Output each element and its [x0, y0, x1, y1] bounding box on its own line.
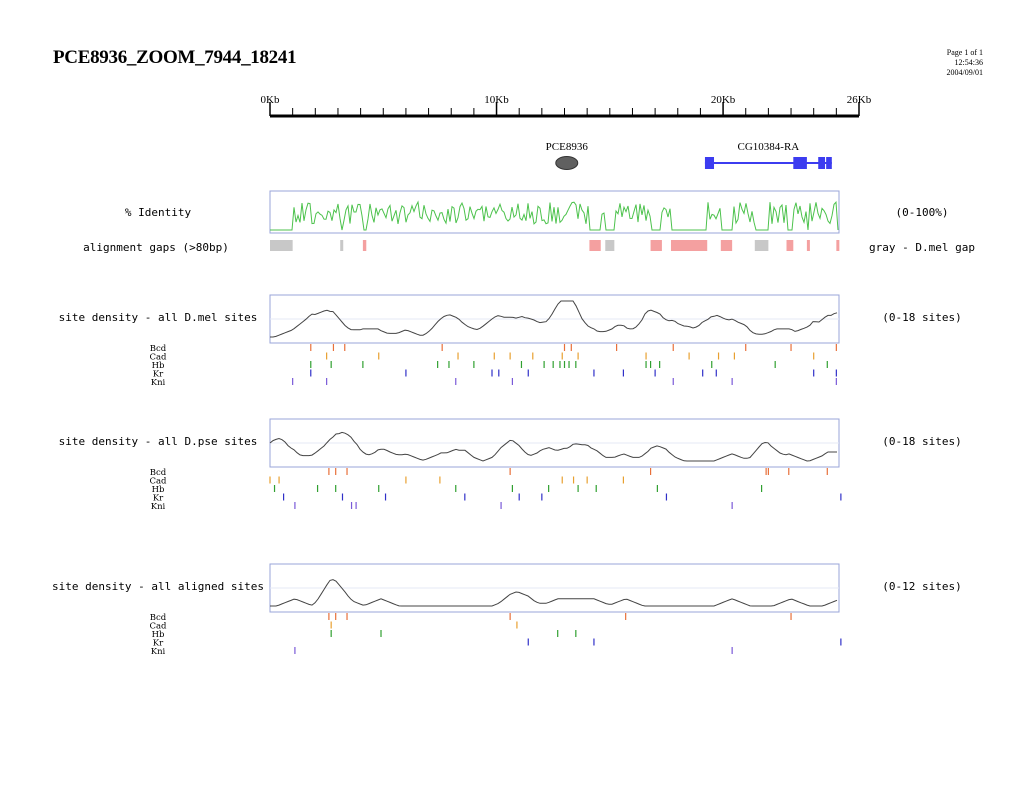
factor-label: Kr	[153, 370, 164, 380]
density-track: site density - all aligned sites (0-12 si…	[52, 563, 962, 657]
density-line	[269, 431, 837, 462]
gap-red	[589, 240, 601, 251]
gap-red	[836, 240, 840, 251]
pce-label: PCE8936	[546, 141, 589, 153]
scale-bar: 0Kb 10Kb 20Kb 26Kb	[261, 94, 872, 118]
gap-gray	[754, 240, 769, 251]
factor-label: Hb	[152, 361, 165, 371]
print-date: 2004/09/01	[946, 68, 983, 77]
factor-label: Kr	[153, 494, 164, 504]
factor-label: Cad	[149, 477, 167, 487]
density-line	[270, 579, 838, 607]
gap-gray	[270, 240, 293, 251]
identity-range: (0-100%)	[896, 206, 949, 219]
gene-exon	[793, 157, 807, 169]
scale-label: 10Kb	[484, 94, 509, 106]
factor-label: Bcd	[150, 613, 167, 623]
page-title: PCE8936_ZOOM_7944_18241	[53, 47, 297, 68]
density-range: (0-18 sites)	[882, 435, 961, 448]
factor-label: Cad	[149, 622, 167, 632]
pce-marker	[555, 156, 579, 170]
factor-label: Hb	[152, 485, 165, 495]
identity-line	[270, 200, 839, 231]
density-label: site density - all aligned sites	[52, 580, 264, 593]
print-time: 12:54:36	[954, 58, 983, 67]
gaps-legend: gray - D.mel gap	[869, 241, 975, 254]
gap-gray	[340, 240, 344, 251]
factor-label: Kni	[151, 502, 166, 512]
density-label: site density - all D.pse sites	[59, 435, 258, 448]
density-range: (0-12 sites)	[882, 580, 961, 593]
gap-red	[720, 240, 733, 251]
factor-label: Kr	[153, 639, 164, 649]
density-range: (0-18 sites)	[882, 311, 961, 324]
factor-label: Bcd	[150, 468, 167, 478]
gene-exon	[704, 157, 715, 169]
gap-red	[806, 240, 810, 251]
factor-label: Kni	[151, 647, 166, 657]
gene-exon	[826, 157, 832, 169]
identity-frame	[269, 190, 840, 234]
factor-label: Kni	[151, 378, 166, 388]
scale-label: 26Kb	[847, 94, 872, 106]
gap-gray	[605, 240, 615, 251]
page-number: Page 1 of 1	[946, 48, 983, 57]
density-line	[270, 300, 838, 338]
identity-label: % Identity	[125, 206, 192, 219]
identity-panel: % Identity (0-100%)	[125, 190, 949, 234]
density-label: site density - all D.mel sites	[59, 311, 258, 324]
factor-label: Hb	[152, 630, 165, 640]
gaps-label: alignment gaps (>80bp)	[83, 241, 229, 254]
gap-red	[786, 240, 794, 251]
factor-label: Cad	[149, 353, 167, 363]
page-info: Page 1 of 1 12:54:36 2004/09/01	[947, 48, 983, 78]
density-track: site density - all D.pse sites (0-18 site…	[59, 418, 962, 512]
gap-red	[362, 240, 367, 251]
scale-label: 20Kb	[711, 94, 736, 106]
gap-red	[670, 240, 708, 251]
gap-red	[650, 240, 662, 251]
gene-label: CG10384-RA	[738, 141, 800, 153]
gaps-row: alignment gaps (>80bp) gray - D.mel gap	[83, 240, 975, 254]
factor-label: Bcd	[150, 344, 167, 354]
gene-exon	[818, 157, 826, 169]
density-track: site density - all D.mel sites (0-18 site…	[59, 294, 962, 388]
scale-label: 0Kb	[261, 94, 280, 106]
